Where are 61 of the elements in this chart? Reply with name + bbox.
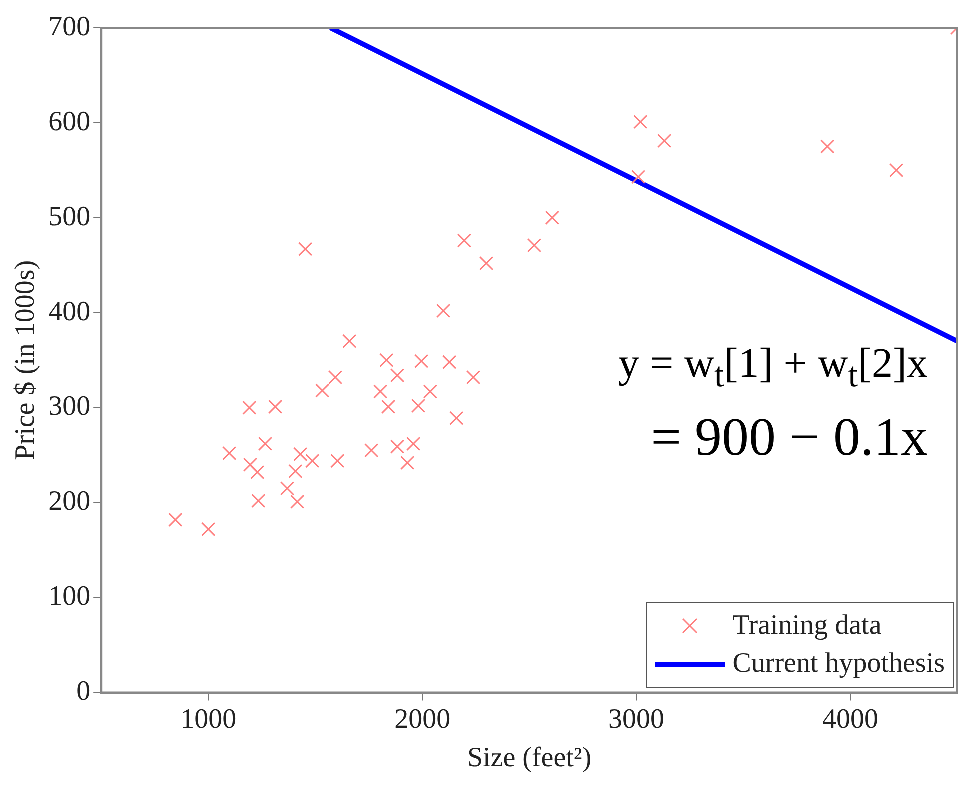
point — [820, 140, 835, 154]
point — [243, 458, 258, 472]
x-axis-title: Size (feet²) — [467, 742, 592, 774]
x-tick-label: 1000 — [180, 704, 237, 735]
point — [414, 354, 429, 368]
point — [305, 454, 320, 468]
point — [527, 238, 542, 253]
point — [298, 242, 313, 256]
point — [406, 436, 421, 452]
point — [449, 411, 464, 426]
point — [411, 398, 426, 414]
x-tick-label: 2000 — [394, 704, 451, 735]
point — [280, 482, 295, 496]
point — [633, 114, 648, 130]
point — [442, 355, 457, 370]
point — [380, 353, 394, 368]
point — [631, 170, 646, 184]
y-axis-title: Price $ (in 1000s) — [10, 260, 42, 460]
point — [168, 512, 183, 528]
point — [545, 210, 560, 226]
point — [423, 384, 438, 399]
point — [222, 446, 237, 461]
point — [242, 400, 257, 415]
x-tick-label: 3000 — [608, 704, 665, 735]
point — [457, 234, 472, 248]
point — [381, 400, 396, 414]
point — [330, 454, 345, 468]
y-tick-label: 300 — [48, 391, 91, 422]
point — [250, 465, 265, 480]
point — [201, 522, 216, 537]
annotation: = 900 − 0.1x — [650, 406, 928, 468]
point — [290, 494, 305, 510]
point — [252, 494, 266, 508]
y-tick-label: 400 — [48, 296, 91, 328]
point — [374, 384, 388, 399]
point — [400, 456, 415, 470]
point — [390, 440, 405, 454]
point — [479, 256, 494, 271]
point — [436, 304, 451, 318]
point — [293, 447, 308, 462]
y-tick-label: 100 — [48, 581, 91, 612]
point — [328, 370, 343, 385]
x-tick-label: 4000 — [822, 704, 879, 735]
legend-label: Training data — [732, 609, 882, 643]
point — [258, 436, 273, 452]
y-tick-label: 200 — [48, 486, 91, 518]
point — [390, 368, 405, 383]
point — [657, 134, 672, 148]
point — [288, 464, 303, 479]
point — [889, 163, 904, 178]
y-tick-label: 600 — [48, 106, 91, 138]
y-tick-label: 500 — [48, 201, 91, 232]
point — [364, 444, 379, 458]
annotation: y = w$_{t}$[1] + w$_{t}$[2]x — [618, 340, 928, 396]
point — [268, 400, 283, 414]
point — [342, 334, 357, 349]
legend-label: Current hypothesis — [732, 647, 945, 681]
point — [316, 384, 330, 398]
y-tick-label: 700 — [48, 11, 91, 42]
point — [466, 370, 481, 385]
y-tick-label: 0 — [76, 676, 91, 708]
